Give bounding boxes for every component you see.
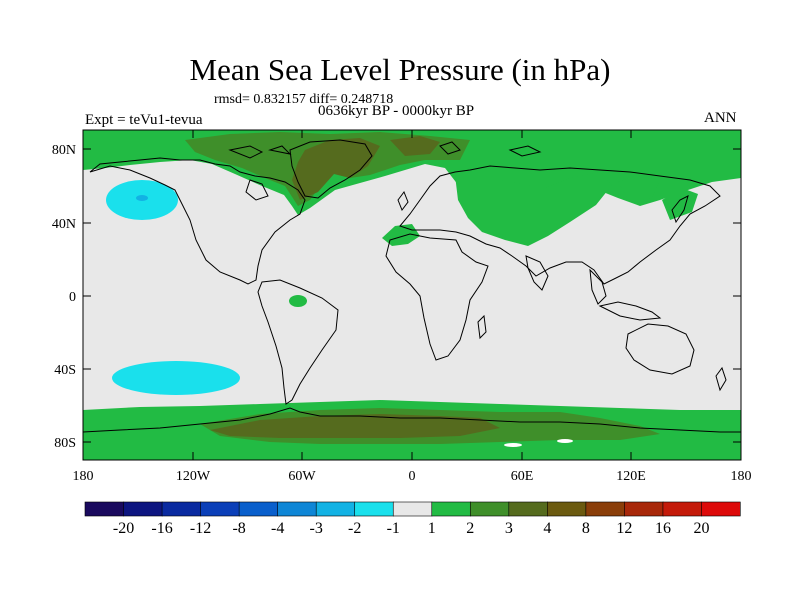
colorbar-label: 8	[582, 520, 590, 537]
colorbar-label: 3	[505, 520, 513, 537]
siberia-positive-region	[618, 174, 660, 202]
lon-label-60w: 60W	[288, 469, 316, 484]
experiment-label: Expt = teVu1-tevua	[85, 112, 203, 128]
lat-label-80s: 80S	[54, 436, 76, 451]
coast-north-america	[89, 157, 306, 285]
greenland-peak-region	[292, 138, 380, 200]
colorbar-label: 2	[466, 520, 474, 537]
coast-australia	[625, 323, 695, 375]
lat-label-40n: 40N	[52, 217, 76, 232]
colorbar-swatch	[354, 501, 394, 517]
antarctic-peak-region	[210, 414, 500, 438]
colorbar-labels: -20 -16 -12 -8 -4 -3 -2 -1 1 2 3 4 8 12 16 20	[113, 520, 710, 537]
lat-label-eq: 0	[69, 290, 76, 305]
colorbar-swatch	[84, 501, 125, 517]
colorbar-swatch	[469, 501, 510, 517]
colorbar-swatch	[508, 501, 548, 517]
coast-japan	[671, 195, 689, 224]
colorbar-label: -16	[151, 520, 172, 537]
south-pacific-negative-region	[112, 361, 240, 395]
season-label: ANN	[704, 110, 737, 126]
colorbar-swatch	[547, 501, 587, 517]
colorbar-label: -2	[348, 520, 361, 537]
amazon-positive-region	[289, 295, 307, 307]
coastlines	[83, 139, 741, 433]
coast-greenland	[289, 139, 373, 199]
coast-antarctica	[83, 407, 741, 433]
colorbar-label: 4	[543, 520, 551, 537]
colorbar-swatch	[585, 501, 626, 517]
colorbar-label: 1	[428, 520, 436, 537]
colorbar-swatch	[701, 501, 741, 517]
japan-positive-region	[662, 188, 698, 220]
coast-indonesia	[598, 301, 662, 321]
antarctic-hole-2	[557, 439, 573, 443]
lon-label-60e: 60E	[511, 469, 534, 484]
coast-india	[525, 255, 549, 291]
map-plot-area	[83, 130, 741, 460]
colorbar-label: 20	[693, 520, 709, 537]
coast-new-zealand	[715, 366, 727, 392]
coast-south-america	[257, 279, 339, 405]
lon-label-120e: 120E	[616, 469, 646, 484]
colorbar-swatch	[161, 501, 202, 517]
lon-label-180w: 180	[73, 469, 94, 484]
colorbar-label: -12	[190, 520, 211, 537]
coast-uk	[397, 190, 409, 212]
colorbar-swatch	[200, 501, 240, 517]
lat-label-40s: 40S	[54, 363, 76, 378]
map-ticks	[83, 130, 741, 460]
colorbar-swatch	[238, 501, 279, 517]
colorbar-label: -3	[310, 520, 323, 537]
north-pacific-negative-core	[136, 195, 148, 201]
colorbar-swatch	[662, 501, 703, 517]
lon-label-120w: 120W	[176, 469, 211, 484]
colorbar-label: -1	[387, 520, 400, 537]
coast-eurasia	[399, 165, 721, 285]
map-title: Mean Sea Level Pressure (in hPa)	[189, 52, 611, 87]
colorbar-label: 12	[616, 520, 632, 537]
arctic-ocean-peak-region	[390, 136, 440, 156]
colorbar-label: -8	[232, 520, 245, 537]
coast-africa	[385, 233, 489, 361]
lon-label-180e: 180	[731, 469, 752, 484]
coast-southeast-asia	[589, 268, 607, 305]
colorbar-label: -4	[271, 520, 284, 537]
antarctic-hole-1	[504, 443, 522, 447]
coast-arctic-islands	[228, 141, 542, 159]
colorbar-swatch	[315, 501, 356, 517]
lat-label-80n: 80N	[52, 143, 76, 158]
colorbar-swatch	[431, 501, 471, 517]
colorbar	[84, 501, 741, 517]
coast-hudson-bay	[245, 179, 269, 201]
eurasia-positive-region	[455, 172, 612, 246]
lon-label-0: 0	[409, 469, 416, 484]
colorbar-swatch	[123, 501, 163, 517]
time-period: 0636kyr BP - 0000kyr BP	[318, 103, 475, 119]
colorbar-swatch	[624, 501, 664, 517]
colorbar-label: -20	[113, 520, 134, 537]
colorbar-swatch	[277, 501, 317, 517]
colorbar-label: 16	[655, 520, 671, 537]
coast-madagascar	[477, 314, 487, 340]
rmsd-diff-stats: rmsd= 0.832157 diff= 0.248718	[214, 92, 394, 107]
colorbar-swatch	[392, 501, 433, 517]
